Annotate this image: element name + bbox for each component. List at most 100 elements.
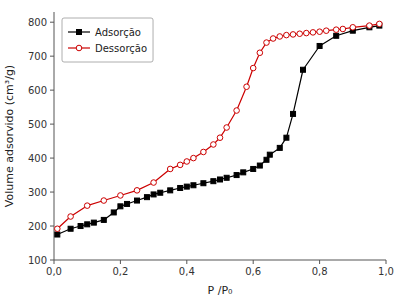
data-point — [277, 34, 283, 40]
data-point — [85, 222, 90, 227]
data-point — [224, 175, 229, 180]
tick-mark — [50, 56, 54, 57]
tick-label: 0,4 — [179, 266, 195, 277]
data-point — [125, 201, 130, 206]
data-point — [244, 84, 250, 90]
tick-label: 400 — [28, 153, 47, 164]
data-point — [257, 50, 263, 56]
data-point — [151, 192, 156, 197]
data-point — [168, 188, 173, 193]
x-axis-label: P /P₀ — [208, 284, 233, 297]
data-point — [291, 111, 296, 116]
data-point — [84, 203, 90, 209]
tick-mark — [50, 90, 54, 91]
data-point — [377, 21, 383, 27]
data-point — [201, 149, 207, 155]
axes: 1002003004005006007008000,00,20,40,60,81… — [28, 12, 394, 277]
tick-label: 0,8 — [312, 266, 328, 277]
tick-label: 100 — [28, 255, 47, 266]
data-point — [78, 224, 83, 229]
data-point — [304, 30, 310, 36]
tick-mark — [50, 260, 54, 261]
data-group — [55, 21, 383, 237]
data-point — [68, 214, 74, 220]
data-point — [241, 170, 246, 175]
tick-mark — [186, 260, 187, 264]
tick-label: 1,0 — [378, 266, 394, 277]
data-point — [118, 204, 123, 209]
data-point — [284, 32, 290, 38]
tick-mark — [50, 158, 54, 159]
data-point — [144, 195, 149, 200]
data-point — [224, 125, 230, 131]
data-point — [350, 24, 356, 30]
data-point — [201, 181, 206, 186]
tick-mark — [120, 260, 121, 264]
data-point — [333, 27, 339, 33]
data-point — [177, 162, 183, 168]
legend-box — [62, 18, 153, 62]
data-point — [234, 108, 240, 114]
background — [0, 0, 400, 300]
data-point — [184, 184, 189, 189]
tick-label: 500 — [28, 119, 47, 130]
legend-label: Adsorção — [95, 27, 141, 38]
data-point — [151, 180, 157, 186]
data-point — [158, 190, 163, 195]
data-point — [340, 26, 346, 32]
data-point — [91, 220, 96, 225]
data-point — [211, 179, 216, 184]
data-point — [334, 33, 339, 38]
y-axis-line — [54, 12, 55, 260]
data-point — [234, 173, 239, 178]
y-axis-label: Volume adsorvido (cm³/g) — [3, 65, 16, 207]
legend-swatch-marker — [76, 45, 82, 51]
tick-mark — [50, 192, 54, 193]
tick-mark — [50, 226, 54, 227]
data-point — [118, 193, 124, 199]
data-point — [290, 32, 296, 38]
data-point — [310, 30, 316, 36]
data-point — [250, 65, 256, 71]
legend-label: Dessorção — [95, 43, 147, 54]
tick-label: 200 — [28, 221, 47, 232]
data-point — [55, 226, 61, 232]
x-axis-line — [54, 260, 386, 261]
chart-svg: 1002003004005006007008000,00,20,40,60,81… — [0, 0, 400, 300]
tick-label: 600 — [28, 85, 47, 96]
data-point — [264, 40, 270, 46]
series — [55, 21, 383, 231]
legend-swatch-marker — [77, 30, 82, 35]
data-point — [367, 23, 373, 29]
data-point — [323, 28, 329, 34]
tick-mark — [50, 22, 54, 23]
tick-mark — [253, 260, 254, 264]
data-point — [317, 29, 323, 35]
data-point — [251, 166, 256, 171]
data-point — [218, 177, 223, 182]
data-point — [211, 142, 217, 148]
chart-container: 1002003004005006007008000,00,20,40,60,81… — [0, 0, 400, 300]
legend: Adsorção Dessorção — [62, 18, 153, 62]
tick-label: 0,6 — [245, 266, 261, 277]
data-point — [301, 67, 306, 72]
data-point — [277, 145, 282, 150]
tick-label: 800 — [28, 17, 47, 28]
data-point — [191, 183, 196, 188]
data-point — [264, 157, 269, 162]
data-point — [167, 166, 173, 172]
tick-label: 0,0 — [46, 266, 62, 277]
tick-mark — [50, 124, 54, 125]
tick-mark — [386, 260, 387, 264]
data-point — [178, 185, 183, 190]
data-point — [297, 31, 303, 37]
data-point — [68, 226, 73, 231]
data-point — [284, 135, 289, 140]
data-point — [267, 152, 272, 157]
data-point — [257, 163, 262, 168]
data-point — [217, 135, 223, 141]
tick-mark — [54, 260, 55, 264]
data-point — [270, 36, 276, 42]
data-point — [111, 210, 116, 215]
data-point — [135, 198, 140, 203]
